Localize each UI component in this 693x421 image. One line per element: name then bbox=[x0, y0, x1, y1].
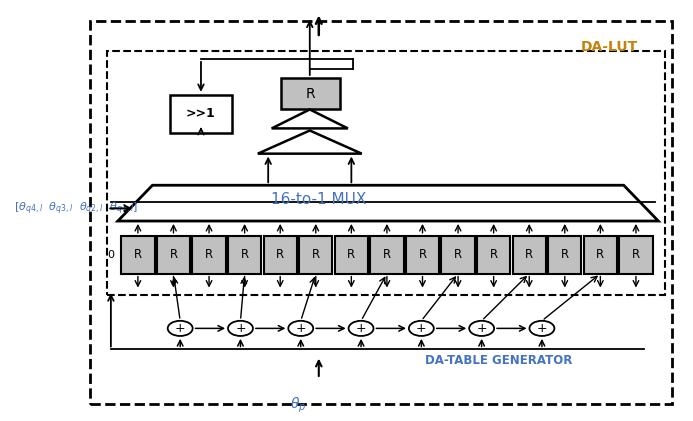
FancyBboxPatch shape bbox=[620, 236, 653, 274]
Text: R: R bbox=[596, 248, 604, 261]
Text: R: R bbox=[489, 248, 498, 261]
Circle shape bbox=[409, 321, 434, 336]
Text: $[\theta_{q4,l}\ \ \theta_{q3,l}\ \ \theta_{q2,l}\ \ \theta_{q1,l}]$: $[\theta_{q4,l}\ \ \theta_{q3,l}\ \ \the… bbox=[14, 200, 138, 216]
Circle shape bbox=[349, 321, 374, 336]
Text: R: R bbox=[134, 248, 142, 261]
Text: R: R bbox=[306, 87, 315, 101]
Text: +: + bbox=[356, 322, 367, 335]
Text: +: + bbox=[235, 322, 246, 335]
FancyBboxPatch shape bbox=[157, 236, 190, 274]
Text: R: R bbox=[205, 248, 213, 261]
FancyBboxPatch shape bbox=[228, 236, 261, 274]
Text: DA-TABLE GENERATOR: DA-TABLE GENERATOR bbox=[426, 354, 572, 367]
FancyBboxPatch shape bbox=[263, 236, 297, 274]
Polygon shape bbox=[258, 131, 362, 154]
Circle shape bbox=[288, 321, 313, 336]
Text: R: R bbox=[561, 248, 569, 261]
FancyBboxPatch shape bbox=[299, 236, 333, 274]
Text: R: R bbox=[419, 248, 427, 261]
FancyBboxPatch shape bbox=[584, 236, 617, 274]
Text: R: R bbox=[312, 248, 320, 261]
Text: +: + bbox=[295, 322, 306, 335]
Text: DA-LUT: DA-LUT bbox=[581, 40, 638, 53]
FancyBboxPatch shape bbox=[370, 236, 403, 274]
Polygon shape bbox=[118, 185, 658, 221]
FancyBboxPatch shape bbox=[281, 78, 340, 109]
FancyBboxPatch shape bbox=[441, 236, 475, 274]
Text: R: R bbox=[632, 248, 640, 261]
Circle shape bbox=[168, 321, 193, 336]
Circle shape bbox=[228, 321, 253, 336]
Text: R: R bbox=[169, 248, 177, 261]
Text: R: R bbox=[347, 248, 356, 261]
FancyBboxPatch shape bbox=[121, 236, 155, 274]
FancyBboxPatch shape bbox=[170, 95, 232, 133]
Text: R: R bbox=[383, 248, 391, 261]
Polygon shape bbox=[272, 109, 348, 128]
FancyBboxPatch shape bbox=[477, 236, 510, 274]
Text: +: + bbox=[175, 322, 186, 335]
Text: 16-to-1 MUX: 16-to-1 MUX bbox=[271, 192, 367, 208]
FancyBboxPatch shape bbox=[193, 236, 226, 274]
Circle shape bbox=[469, 321, 494, 336]
Bar bbox=[107, 51, 665, 295]
FancyBboxPatch shape bbox=[513, 236, 546, 274]
Circle shape bbox=[529, 321, 554, 336]
FancyBboxPatch shape bbox=[335, 236, 368, 274]
Text: +: + bbox=[476, 322, 487, 335]
Text: R: R bbox=[240, 248, 249, 261]
Text: +: + bbox=[536, 322, 547, 335]
Text: R: R bbox=[276, 248, 284, 261]
Text: R: R bbox=[454, 248, 462, 261]
Text: 0: 0 bbox=[107, 250, 114, 260]
FancyBboxPatch shape bbox=[548, 236, 581, 274]
Text: >>1: >>1 bbox=[186, 107, 216, 120]
Text: R: R bbox=[525, 248, 534, 261]
Text: $\theta_p$: $\theta_p$ bbox=[290, 395, 306, 415]
Bar bbox=[90, 21, 672, 404]
Text: +: + bbox=[416, 322, 427, 335]
FancyBboxPatch shape bbox=[406, 236, 439, 274]
